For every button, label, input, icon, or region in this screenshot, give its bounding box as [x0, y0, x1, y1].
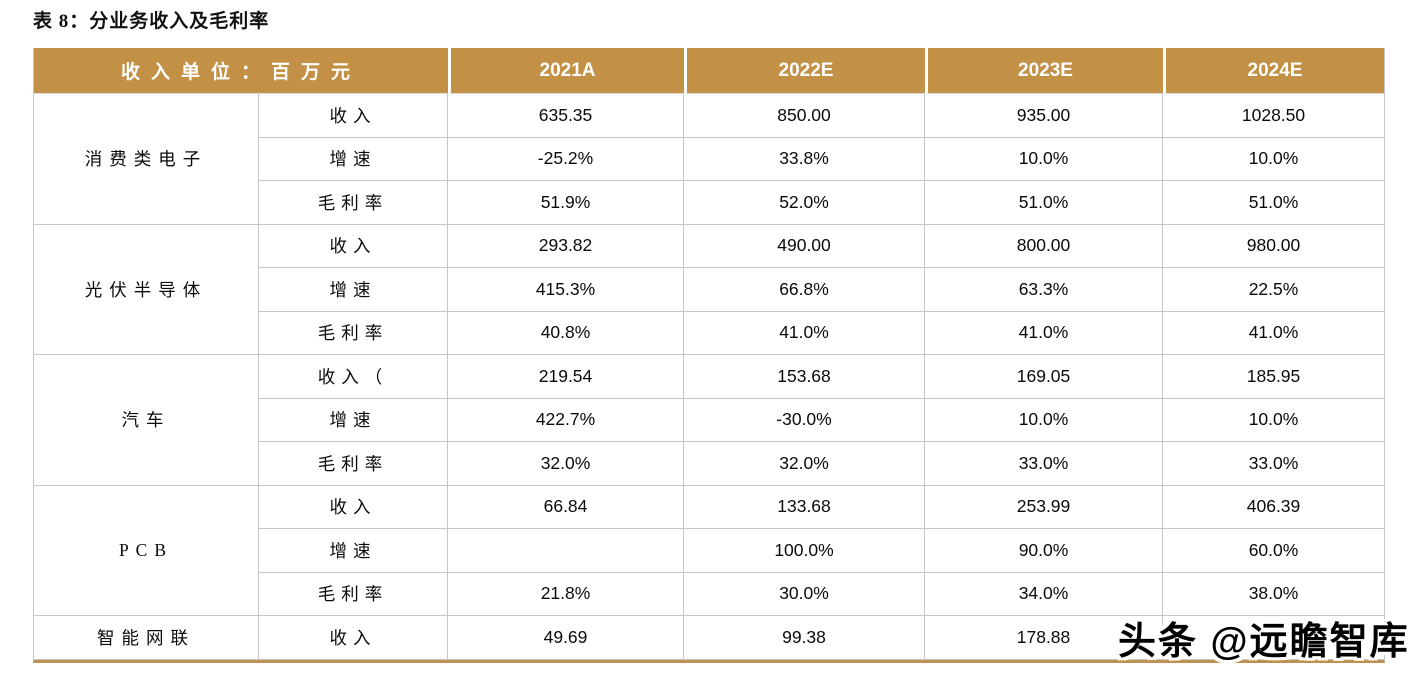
segment-name-cell: 汽车	[34, 355, 259, 486]
table-row: 汽车 收入（ 219.54 153.68 169.05 185.95	[34, 355, 1385, 486]
value-cell	[1163, 616, 1385, 660]
value-cell: 30.0%	[684, 572, 926, 616]
value-cell: 33.0%	[925, 442, 1164, 486]
metric-label-cell: 毛利率	[259, 572, 449, 616]
table-container: 收入单位：百万元 2021A 2022E 2023E 2024E 消费类电子 收入…	[33, 48, 1385, 663]
watermark: 头条 @远瞻智库	[1118, 621, 1410, 663]
value-cell: 40.8%	[448, 311, 685, 355]
value-cell: 800.00	[925, 224, 1164, 268]
table-row: 毛利率 51.9% 52.0% 51.0% 51.0%	[34, 181, 1385, 225]
value-cell: 10.0%	[925, 137, 1164, 181]
table-row: 毛利率 21.8% 30.0% 34.0% 38.0%	[34, 572, 1385, 616]
table-row: 增速 -25.2% 33.8% 10.0% 10.0%	[34, 137, 1385, 181]
table-row: 智能网联 收入 49.69 99.38 178.88	[34, 616, 1385, 660]
metric-label-cell: 毛利率	[259, 442, 449, 486]
value-cell: 51.9%	[448, 181, 685, 225]
value-cell: 935.00	[925, 94, 1164, 138]
value-cell: 49.69	[448, 616, 685, 660]
table-row: 光伏半导体 收入 293.82 490.00 800.00 980.00	[34, 224, 1385, 355]
metric-label-cell: 收入	[259, 94, 449, 138]
value-cell: 850.00	[684, 94, 926, 138]
value-cell	[448, 529, 685, 573]
value-cell: 635.35	[448, 94, 685, 138]
table-title: 表 8：分业务收入及毛利率	[33, 11, 270, 32]
table-body: 消费类电子 收入 635.35 850.00 935.00 1028.50 增速 -25.2%…	[34, 94, 1385, 660]
metric-label-cell: 毛利率	[259, 181, 449, 225]
segment-name-cell: PCB	[34, 485, 259, 616]
segment-name-cell: 消费类电子	[34, 94, 259, 225]
value-cell: 60.0%	[1163, 529, 1385, 573]
value-cell: 41.0%	[1163, 311, 1385, 355]
metric-label-cell: 增速	[259, 529, 449, 573]
table-row: 毛利率 32.0% 32.0% 33.0% 33.0%	[34, 442, 1385, 486]
value-cell: 10.0%	[1163, 398, 1385, 442]
value-cell: 1028.50	[1163, 94, 1385, 138]
metric-label-cell: 收入	[259, 485, 449, 529]
value-cell: 33.8%	[684, 137, 926, 181]
value-cell: 178.88	[925, 616, 1164, 660]
value-cell: 169.05	[925, 355, 1164, 399]
unit-header-cell: 收入单位：百万元	[34, 48, 449, 94]
value-cell: 51.0%	[1163, 181, 1385, 225]
table-row: 增速 415.3% 66.8% 63.3% 22.5%	[34, 268, 1385, 312]
value-cell: 51.0%	[925, 181, 1164, 225]
value-cell: 38.0%	[1163, 572, 1385, 616]
table-row: 增速 100.0% 90.0% 60.0%	[34, 529, 1385, 573]
value-cell: 90.0%	[925, 529, 1164, 573]
metric-label-cell: 增速	[259, 268, 449, 312]
value-cell: 41.0%	[925, 311, 1164, 355]
revenue-margin-table: 收入单位：百万元 2021A 2022E 2023E 2024E 消费类电子 收入…	[34, 48, 1385, 660]
metric-label-cell: 收入	[259, 224, 449, 268]
value-cell: 406.39	[1163, 485, 1385, 529]
value-cell: 100.0%	[684, 529, 926, 573]
value-cell: 415.3%	[448, 268, 685, 312]
value-cell: 10.0%	[1163, 137, 1385, 181]
table-row: 增速 422.7% -30.0% 10.0% 10.0%	[34, 398, 1385, 442]
value-cell: 34.0%	[925, 572, 1164, 616]
value-cell: 133.68	[684, 485, 926, 529]
value-cell: 41.0%	[684, 311, 926, 355]
table-header: 收入单位：百万元 2021A 2022E 2023E 2024E	[34, 48, 1385, 94]
year-column-2021a: 2021A	[448, 48, 685, 94]
metric-label-cell: 毛利率	[259, 311, 449, 355]
value-cell: 980.00	[1163, 224, 1385, 268]
value-cell: 32.0%	[448, 442, 685, 486]
value-cell: 490.00	[684, 224, 926, 268]
value-cell: 422.7%	[448, 398, 685, 442]
table-row: 毛利率 40.8% 41.0% 41.0% 41.0%	[34, 311, 1385, 355]
header-row: 收入单位：百万元 2021A 2022E 2023E 2024E	[34, 48, 1385, 94]
segment-name-cell: 智能网联	[34, 616, 259, 660]
metric-label-cell: 增速	[259, 137, 449, 181]
year-column-2024e: 2024E	[1163, 48, 1385, 94]
value-cell: 185.95	[1163, 355, 1385, 399]
metric-label-cell: 增速	[259, 398, 449, 442]
year-column-2023e: 2023E	[925, 48, 1164, 94]
value-cell: -30.0%	[684, 398, 926, 442]
table-row: 消费类电子 收入 635.35 850.00 935.00 1028.50	[34, 94, 1385, 225]
segment-name-cell: 光伏半导体	[34, 224, 259, 355]
value-cell: 32.0%	[684, 442, 926, 486]
metric-label-cell: 收入	[259, 616, 449, 660]
value-cell: 66.8%	[684, 268, 926, 312]
value-cell: 99.38	[684, 616, 926, 660]
value-cell: 21.8%	[448, 572, 685, 616]
value-cell: 66.84	[448, 485, 685, 529]
value-cell: 33.0%	[1163, 442, 1385, 486]
value-cell: 52.0%	[684, 181, 926, 225]
value-cell: 219.54	[448, 355, 685, 399]
value-cell: 10.0%	[925, 398, 1164, 442]
metric-label-cell: 收入（	[259, 355, 449, 399]
value-cell: 153.68	[684, 355, 926, 399]
value-cell: 253.99	[925, 485, 1164, 529]
value-cell: 63.3%	[925, 268, 1164, 312]
value-cell: 293.82	[448, 224, 685, 268]
value-cell: -25.2%	[448, 137, 685, 181]
year-column-2022e: 2022E	[684, 48, 926, 94]
value-cell: 22.5%	[1163, 268, 1385, 312]
table-row: PCB 收入 66.84 133.68 253.99 406.39	[34, 485, 1385, 616]
